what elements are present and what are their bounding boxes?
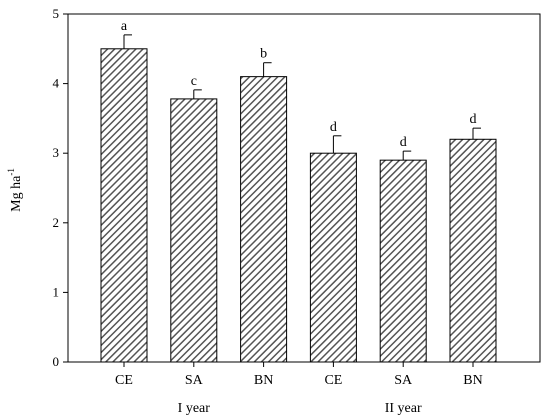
bar-1 bbox=[100, 48, 148, 363]
group-label-2: II year bbox=[385, 401, 422, 416]
y-axis-title: Mg ha-1 bbox=[6, 168, 24, 212]
bars-layer bbox=[100, 34, 497, 363]
x-tick-label-4: CE bbox=[324, 373, 342, 388]
y-axis-title-superscript: -1 bbox=[6, 168, 16, 176]
y-axis-title-text: Mg ha bbox=[9, 175, 24, 212]
y-tick-label-5: 5 bbox=[53, 6, 60, 21]
y-tick-label-4: 4 bbox=[53, 76, 60, 91]
significance-label-5: d bbox=[400, 135, 407, 150]
bar-6 bbox=[449, 138, 497, 363]
significance-label-3: b bbox=[260, 47, 267, 62]
y-tick-label-0: 0 bbox=[53, 354, 60, 369]
x-tick-label-1: CE bbox=[115, 373, 133, 388]
x-tick-label-3: BN bbox=[254, 373, 273, 388]
axes-layer bbox=[63, 13, 541, 367]
plot-frame bbox=[67, 13, 541, 363]
x-tick-label-2: SA bbox=[185, 373, 204, 388]
bar-5 bbox=[379, 159, 427, 363]
y-tick-label-1: 1 bbox=[53, 284, 60, 299]
significance-label-1: a bbox=[121, 19, 128, 34]
x-tick-label-5: SA bbox=[394, 373, 413, 388]
y-tick-label-3: 3 bbox=[53, 145, 60, 160]
group-label-1: I year bbox=[178, 401, 211, 416]
significance-label-2: c bbox=[191, 74, 197, 89]
bar-3 bbox=[240, 76, 288, 363]
bar-2 bbox=[170, 98, 218, 363]
bar-4 bbox=[309, 152, 357, 363]
x-tick-label-6: BN bbox=[463, 373, 482, 388]
y-tick-label-2: 2 bbox=[53, 215, 60, 230]
significance-label-4: d bbox=[330, 120, 337, 135]
labels-layer: a CE c SA b BN d CE d SA d BN I year II year 0 1 2 3 4 5 bbox=[53, 6, 483, 416]
significance-label-6: d bbox=[470, 112, 477, 127]
